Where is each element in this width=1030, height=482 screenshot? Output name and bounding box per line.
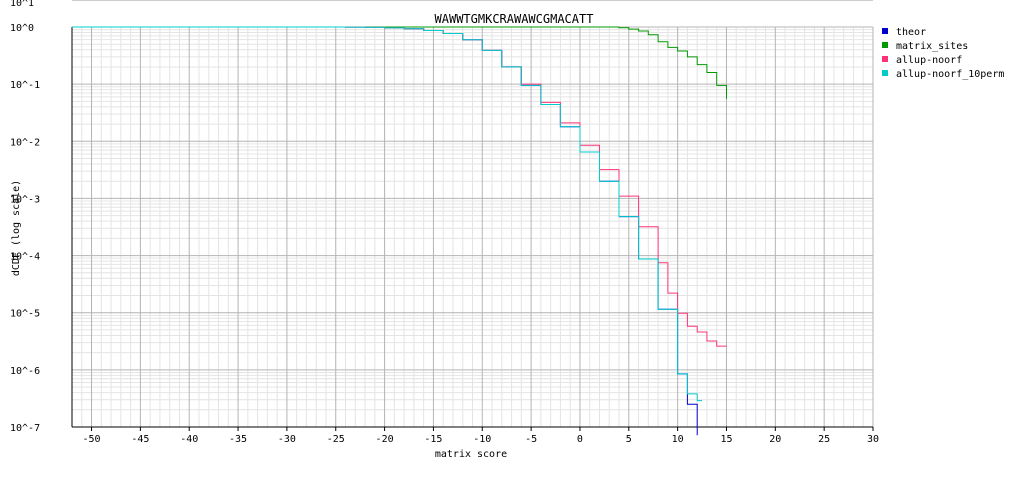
grid-layer — [71, 0, 874, 428]
x-tick-label: 0 — [577, 434, 583, 445]
x-tick-label: 15 — [720, 434, 732, 445]
series-line-matrix_sites — [72, 26, 727, 99]
series-layer — [72, 26, 727, 436]
y-axis-label: dCDF (log scale) — [11, 180, 22, 276]
y-tick-label: 10^0 — [10, 23, 34, 34]
legend-label-allup-noorf_10perm: allup-noorf_10perm — [896, 69, 1004, 80]
x-axis-label: matrix score — [435, 449, 507, 460]
y-tick-label: 10^-6 — [10, 366, 40, 377]
y-tick-label: 10^-2 — [10, 137, 40, 148]
top-partial-tick-label: 10^1 — [10, 0, 34, 9]
x-tick-label: 30 — [867, 434, 879, 445]
y-tick-label: 10^-1 — [10, 80, 40, 91]
legend-marker-allup-noorf — [882, 56, 888, 62]
legend: theor matrix_sites allup-noorf allup-noorf_… — [882, 27, 1004, 80]
x-tick-label: 10 — [672, 434, 684, 445]
y-tick-label: 10^-4 — [10, 252, 40, 263]
y-tick-label: 10^-7 — [10, 423, 40, 434]
x-tick-label: -30 — [278, 434, 296, 445]
x-tick-label: -50 — [83, 434, 101, 445]
legend-label-allup-noorf: allup-noorf — [896, 55, 962, 66]
x-tick-label: 5 — [626, 434, 632, 445]
legend-label-matrix_sites: matrix_sites — [896, 41, 968, 52]
y-tick-label: 10^-3 — [10, 194, 40, 205]
x-tick-label: -25 — [327, 434, 345, 445]
x-tick-label: 20 — [769, 434, 781, 445]
y-tick-label: 10^-5 — [10, 309, 40, 320]
axes-layer: -50 -45 -40 -35 -30 -25 -20 -15 -10 -5 0 5 10 15 20 25 3… — [10, 23, 879, 445]
x-tick-label: -5 — [525, 434, 537, 445]
x-tick-label: -15 — [424, 434, 442, 445]
x-tick-label: -10 — [473, 434, 491, 445]
x-tick-label: 25 — [818, 434, 830, 445]
series-line-allup-noorf_10perm — [72, 26, 703, 402]
chart-title: WAWWTGMKCRAWAWCGMACATT — [435, 12, 594, 26]
legend-label-theor: theor — [896, 27, 926, 38]
legend-marker-matrix_sites — [882, 42, 888, 48]
x-tick-label: -40 — [180, 434, 198, 445]
legend-marker-theor — [882, 28, 888, 34]
x-tick-label: -20 — [376, 434, 394, 445]
x-tick-label: -35 — [229, 434, 247, 445]
legend-marker-allup-noorf_10perm — [882, 70, 888, 76]
x-tick-label: -45 — [131, 434, 149, 445]
